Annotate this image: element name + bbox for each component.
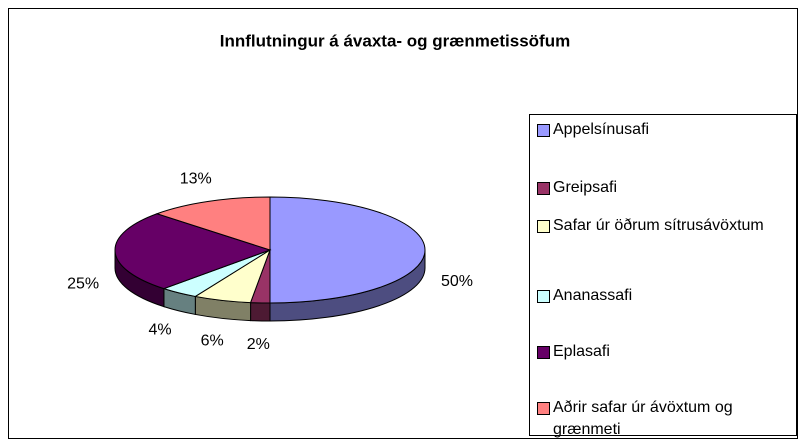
slice-side xyxy=(250,302,271,322)
legend-label: Safar úr öðrum sítrusávöxtum xyxy=(553,217,764,234)
legend-entry: Ananassafi xyxy=(537,285,765,307)
legend-swatch xyxy=(537,290,550,303)
pie xyxy=(114,196,426,322)
chart-title: Innflutningur á ávaxta- og grænmetissöfu… xyxy=(220,31,570,50)
legend-label: Aðrir safar úr ávöxtum og grænmeti xyxy=(553,399,733,438)
legend-entry: Appelsínusafi xyxy=(537,119,765,141)
legend: Appelsínusafi Greipsafi Safar úr öðrum sít… xyxy=(529,114,797,438)
legend-entry: Safar úr öðrum sítrusávöxtum xyxy=(537,215,765,237)
legend-label: Appelsínusafi xyxy=(553,121,650,138)
legend-swatch xyxy=(537,402,550,415)
data-label: 6% xyxy=(201,332,224,349)
slice xyxy=(114,213,272,290)
legend-swatch xyxy=(537,346,550,359)
legend-swatch xyxy=(537,220,550,233)
legend-entry: Greipsafi xyxy=(537,177,765,199)
data-label: 13% xyxy=(180,171,212,188)
legend-entry: Aðrir safar úr ávöxtum og grænmeti xyxy=(537,397,765,441)
legend-entry: Eplasafi xyxy=(537,341,765,363)
legend-swatch xyxy=(537,182,550,195)
legend-label: Eplasafi xyxy=(553,343,610,360)
slice xyxy=(269,196,426,304)
slice xyxy=(155,196,271,251)
data-label: 2% xyxy=(247,336,270,353)
data-label: 4% xyxy=(149,322,172,339)
legend-label: Ananassafi xyxy=(553,287,633,304)
legend-label: Greipsafi xyxy=(553,179,618,196)
data-label: 25% xyxy=(67,276,99,293)
legend-swatch xyxy=(537,124,550,137)
data-label: 50% xyxy=(441,273,473,290)
